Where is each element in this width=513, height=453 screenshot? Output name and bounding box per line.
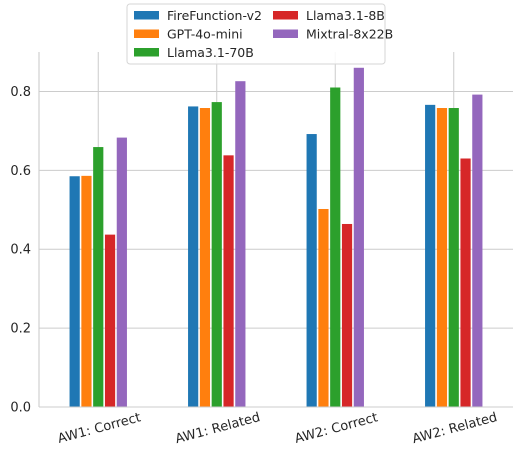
bar-mixtral-8x22b-0 [116, 137, 127, 407]
legend-label: Llama3.1-8B [306, 8, 385, 23]
bar-firefunction-v2-3 [425, 104, 436, 407]
bar-firefunction-v2-0 [69, 176, 80, 407]
legend-swatch [134, 11, 159, 20]
bar-mixtral-8x22b-2 [353, 67, 364, 408]
y-tick-label: 0.6 [10, 164, 31, 179]
bar-mixtral-8x22b-1 [235, 81, 246, 407]
x-axis-ticks: AW1: Correct AW1: Related AW2: Correct AW2:… [56, 410, 499, 447]
x-tick-label: AW1: Related [174, 410, 262, 447]
bar-gpt-4o-mini-0 [81, 175, 92, 407]
legend-label: FireFunction-v2 [167, 8, 262, 23]
legend-label: Mixtral-8x22B [306, 27, 393, 42]
y-tick-label: 0.4 [10, 243, 31, 258]
bar-llama3-1-70b-2 [330, 87, 341, 407]
legend-frame [126, 3, 386, 65]
bar-llama3-1-8b-1 [223, 155, 234, 407]
bar-llama3-1-70b-3 [448, 108, 459, 407]
axes [38, 52, 513, 408]
bars [69, 67, 483, 408]
legend-swatch [134, 29, 159, 38]
y-tick-label: 0.2 [10, 322, 31, 337]
bar-llama3-1-8b-3 [460, 158, 471, 407]
bar-firefunction-v2-2 [306, 134, 317, 408]
bar-llama3-1-8b-0 [104, 234, 116, 407]
bar-llama3-1-70b-0 [93, 147, 104, 408]
bar-llama3-1-8b-2 [341, 223, 353, 407]
legend: FireFunction-v2 GPT-4o-mini Llama3.1-70B Ll… [126, 3, 393, 65]
legend-swatch [134, 48, 159, 57]
y-axis-ticks: 0.0 0.2 0.4 0.6 0.8 [10, 85, 31, 416]
legend-label: Llama3.1-70B [167, 45, 254, 60]
x-tick-label: AW2: Correct [293, 410, 379, 447]
y-tick-label: 0.0 [10, 401, 31, 416]
bar-gpt-4o-mini-2 [318, 208, 329, 407]
y-tick-label: 0.8 [10, 85, 31, 100]
bar-gpt-4o-mini-1 [199, 108, 211, 407]
bar-mixtral-8x22b-3 [472, 94, 483, 407]
x-tick-label: AW1: Correct [56, 410, 142, 447]
bar-firefunction-v2-1 [188, 106, 199, 407]
bar-gpt-4o-mini-3 [436, 108, 448, 407]
legend-swatch [273, 11, 298, 20]
x-tick-label: AW2: Related [411, 410, 499, 447]
legend-label: GPT-4o-mini [167, 27, 243, 42]
bar-llama3-1-70b-1 [211, 102, 222, 407]
legend-swatch [273, 29, 298, 38]
